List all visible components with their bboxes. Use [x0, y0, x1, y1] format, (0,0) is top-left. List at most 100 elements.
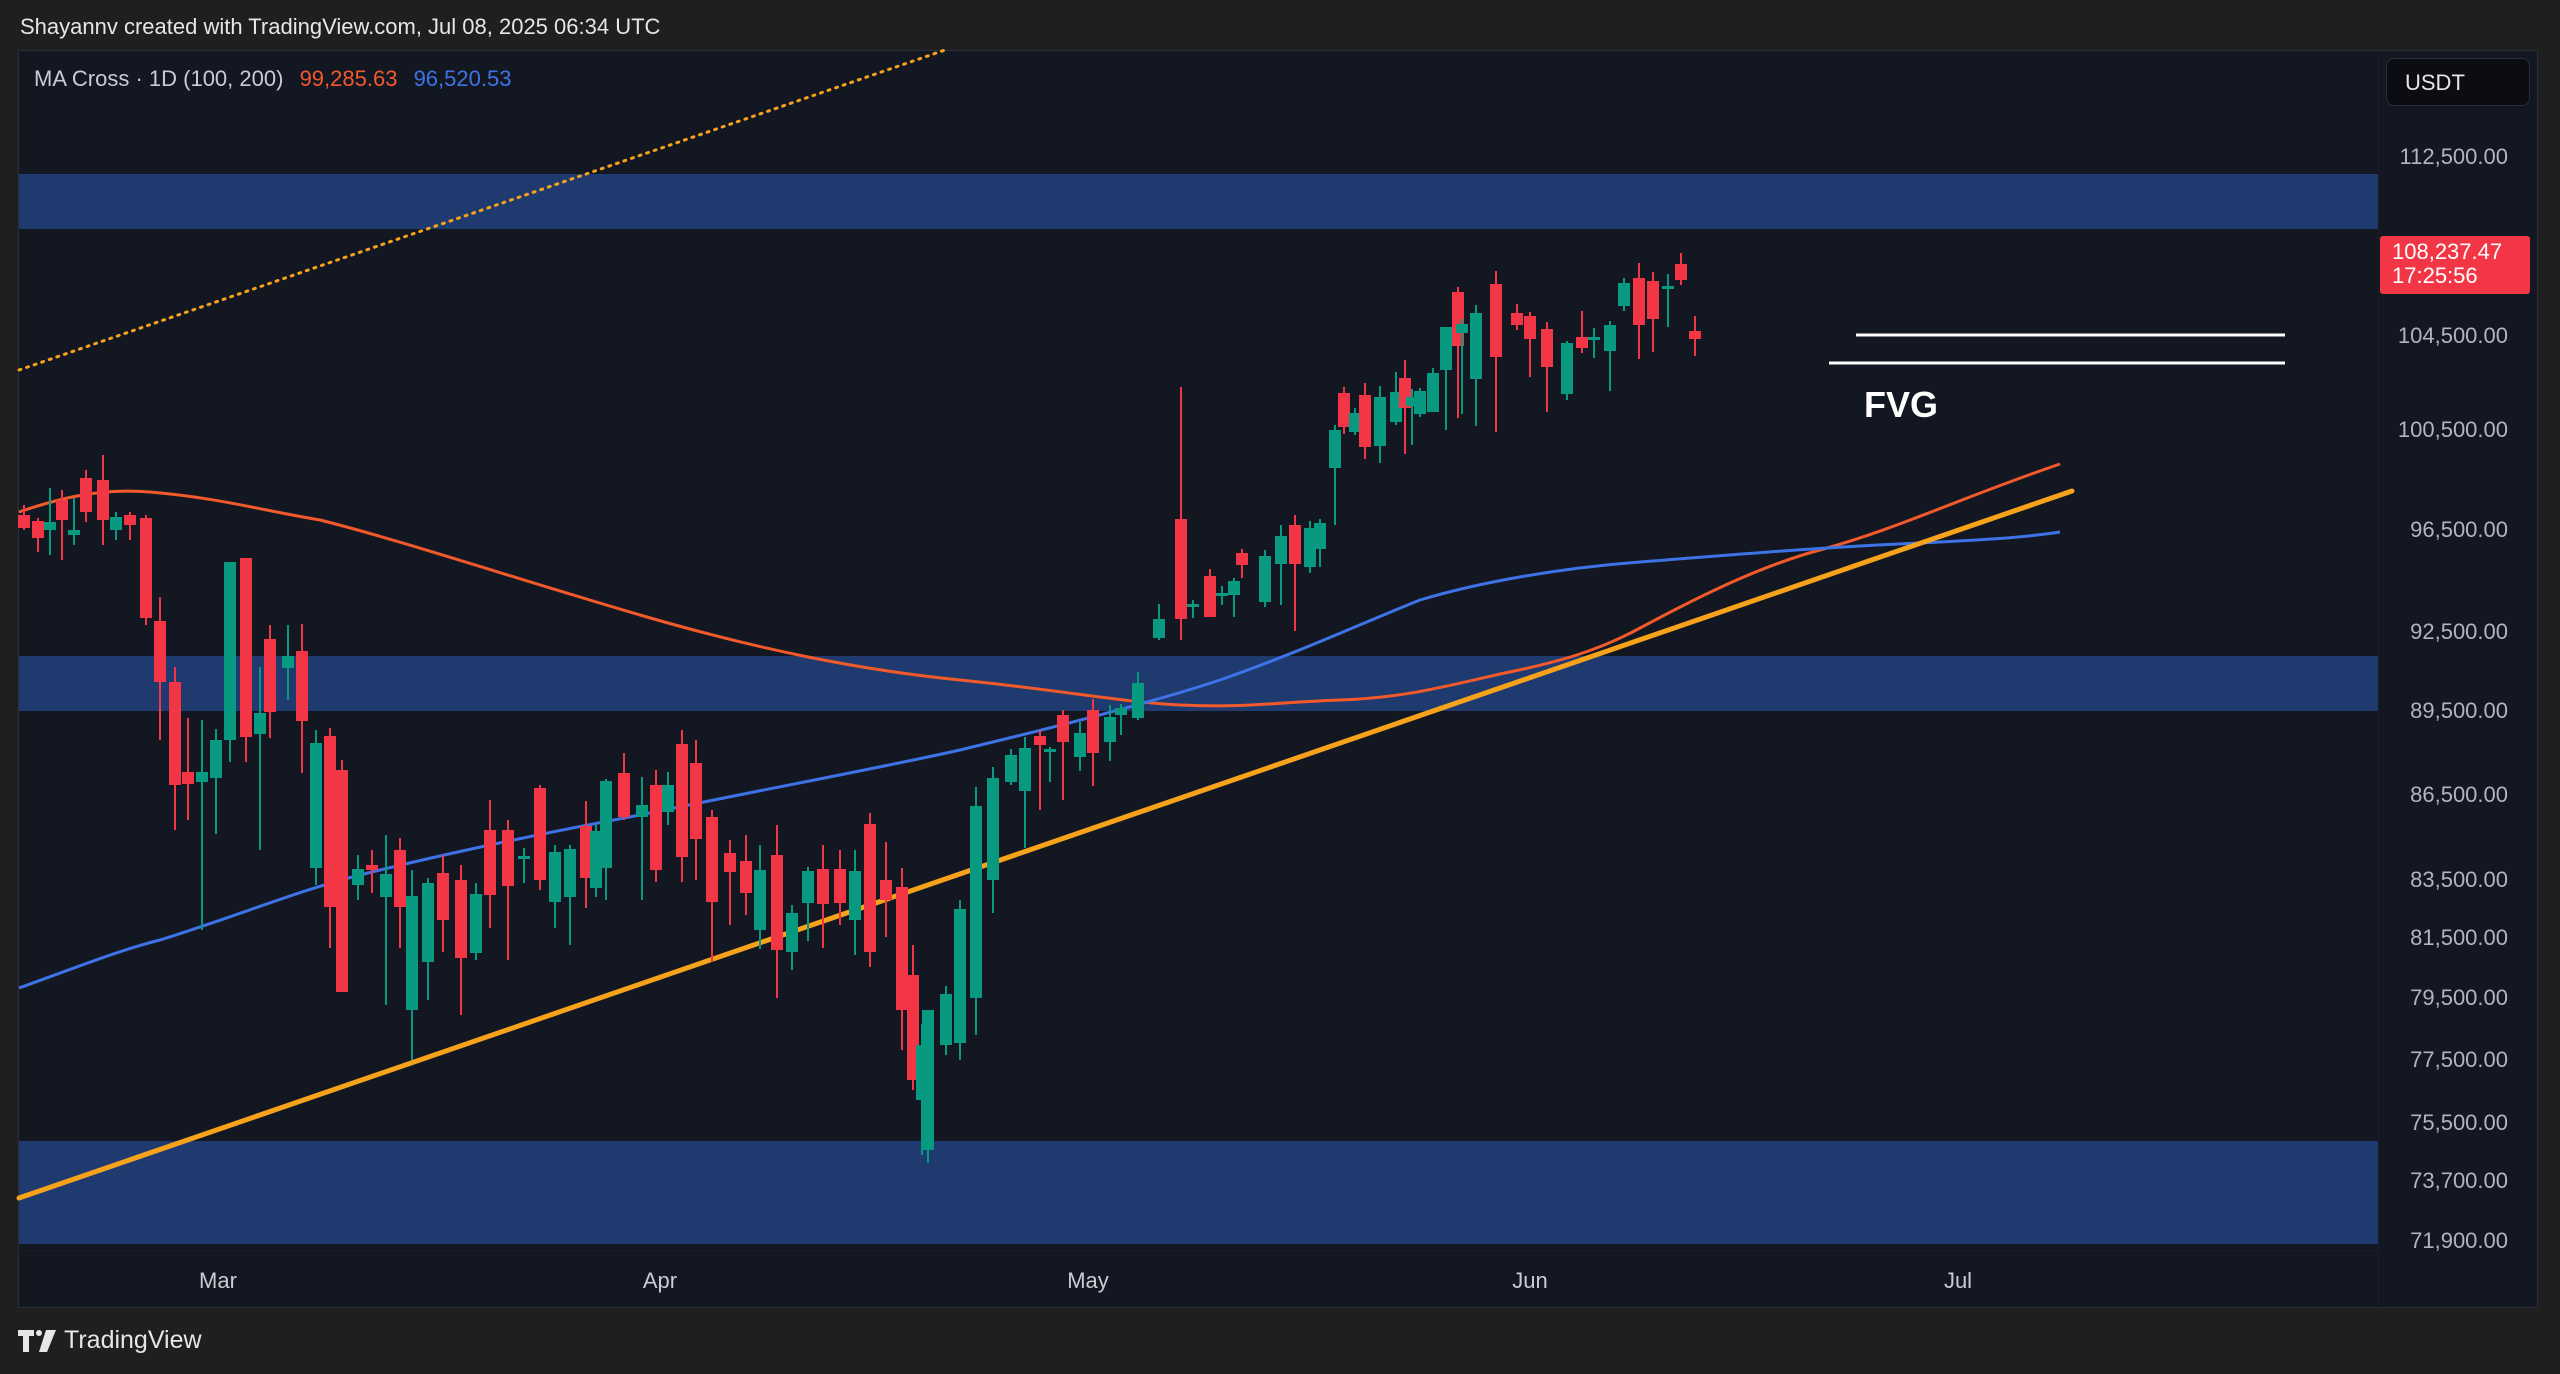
candle-body — [1647, 281, 1659, 319]
candle-body — [724, 853, 736, 872]
indicator-legend[interactable]: MA Cross · 1D (100, 200) 99,285.63 96,52… — [34, 66, 521, 92]
time-tick-may: May — [1067, 1268, 1109, 1293]
candle-body — [437, 873, 449, 920]
ascending-trendline — [16, 488, 2075, 1201]
support-zone — [19, 656, 2378, 711]
candle-body — [470, 894, 482, 953]
chart-credit: Shayannv created with TradingView.com, J… — [20, 14, 661, 39]
candle-body — [1044, 749, 1056, 752]
candle-body — [80, 478, 92, 512]
candle-body — [600, 781, 612, 868]
candle-body — [1005, 755, 1017, 782]
candle-body — [1406, 397, 1418, 406]
candle-body — [650, 785, 662, 870]
last-price-label: 108,237.47 17:25:56 — [2380, 236, 2530, 294]
candle-body — [849, 871, 861, 920]
candle-body — [264, 639, 276, 712]
candle-body — [1259, 556, 1271, 602]
price-tick: 79,500.00 — [2410, 985, 2508, 1010]
candle-body — [240, 558, 252, 737]
candle-body — [922, 1010, 934, 1150]
candle-body — [1414, 391, 1426, 414]
candle-body — [1104, 717, 1116, 742]
candle-body — [590, 831, 602, 888]
brand-name: TradingView — [64, 1326, 202, 1354]
ma200-value: 96,520.53 — [413, 66, 512, 91]
candle-body — [1470, 313, 1482, 379]
candle-body — [1576, 337, 1588, 348]
candle-body — [380, 874, 392, 897]
candle-body — [564, 849, 576, 897]
indicator-title: MA Cross · 1D (100, 200) — [34, 66, 284, 91]
candle-body — [1187, 604, 1199, 607]
candle-body — [1541, 329, 1553, 367]
candle-body — [802, 871, 814, 903]
candle-body — [154, 621, 166, 682]
candle-body — [1561, 343, 1573, 394]
price-tick: 104,500.00 — [2397, 323, 2508, 348]
candle-body — [1034, 736, 1046, 745]
bar-countdown: 17:25:56 — [2392, 263, 2478, 288]
price-tick: 75,500.00 — [2410, 1110, 2508, 1135]
candle-body — [676, 744, 688, 857]
candle-body — [817, 869, 829, 904]
candle-body — [970, 806, 982, 998]
candle-body — [1204, 576, 1216, 617]
candle-body — [1689, 331, 1701, 339]
price-tick: 77,500.00 — [2410, 1047, 2508, 1072]
candle-body — [484, 830, 496, 895]
candle-body — [224, 562, 236, 740]
candle-body — [1349, 413, 1361, 432]
candle-body — [1604, 325, 1616, 351]
resistance-zone — [19, 174, 2378, 229]
time-tick-mar: Mar — [199, 1268, 237, 1293]
candle-body — [549, 852, 561, 902]
candle-body — [110, 517, 122, 530]
candle-body — [1524, 316, 1536, 339]
candle-body — [406, 896, 418, 1010]
candle-body — [1289, 525, 1301, 564]
price-tick: 92,500.00 — [2410, 619, 2508, 644]
candle-body — [394, 850, 406, 907]
candle-body — [786, 913, 798, 952]
candle-body — [196, 772, 208, 782]
candle-body — [1087, 710, 1099, 753]
last-price-value: 108,237.47 — [2392, 239, 2503, 264]
candle-body — [662, 785, 674, 812]
candle-body — [1440, 327, 1452, 370]
candle-body — [1216, 593, 1228, 596]
candle-body — [124, 515, 136, 525]
candle-body — [864, 824, 876, 952]
candle-body — [1338, 393, 1350, 427]
candle-body — [282, 656, 294, 668]
tradingview-brand[interactable]: TradingView — [18, 1326, 202, 1355]
demand-zone — [19, 1141, 2378, 1244]
tradingview-logo-icon — [18, 1329, 56, 1352]
candle-body — [1314, 523, 1326, 549]
price-tick: 96,500.00 — [2410, 517, 2508, 542]
fvg-label: FVG — [1864, 384, 1939, 425]
candle-body — [1511, 313, 1523, 325]
candle-body — [1153, 619, 1165, 638]
candle-body — [366, 865, 378, 870]
price-tick: 112,500.00 — [2399, 144, 2508, 169]
currency-button[interactable]: USDT — [2386, 58, 2530, 106]
candle-body — [618, 773, 630, 817]
candle-body — [706, 817, 718, 902]
candle-body — [636, 805, 648, 817]
candle-body — [1618, 283, 1630, 306]
time-tick-apr: Apr — [642, 1268, 678, 1293]
candle-body — [1633, 278, 1645, 325]
candle-body — [68, 530, 80, 535]
price-tick: 100,500.00 — [2397, 417, 2508, 442]
candle-body — [940, 994, 952, 1045]
candle-body — [18, 515, 30, 528]
price-tick: 83,500.00 — [2410, 867, 2508, 892]
candlestick-series — [18, 253, 1701, 1163]
candle-body — [182, 772, 194, 784]
candle-body — [56, 500, 68, 520]
candle-body — [690, 763, 702, 839]
ma100-value: 99,285.63 — [299, 66, 398, 91]
candle-body — [1175, 519, 1187, 619]
